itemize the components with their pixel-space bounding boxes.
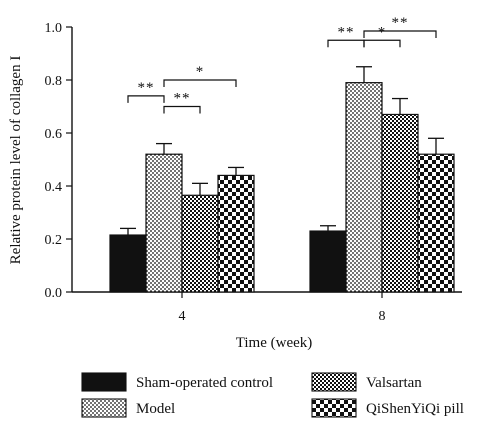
y-tick-label: 0.2 xyxy=(45,233,63,248)
significance-bracket xyxy=(163,79,237,87)
x-tick-label: 8 xyxy=(379,309,386,324)
bar xyxy=(109,234,147,293)
y-tick-label: 0.8 xyxy=(45,74,63,89)
legend: Sham-operated control Model Valsartan QiShe… xyxy=(81,372,464,418)
bar xyxy=(145,153,183,293)
plot-area: 0.00.20.40.60.81.04 8******* *** xyxy=(45,15,462,324)
significance-bracket xyxy=(163,105,201,114)
legend-label: QiShenYiQi pill xyxy=(366,401,464,417)
x-axis-title: Time (week) xyxy=(236,335,313,351)
legend-label: Model xyxy=(136,401,175,417)
legend-swatch xyxy=(81,398,127,418)
y-tick-label: 0.6 xyxy=(45,127,63,142)
significance-label: * xyxy=(378,24,387,40)
y-tick-label: 1.0 xyxy=(45,21,63,36)
significance-label: ** xyxy=(392,15,409,31)
significance-label: ** xyxy=(174,91,191,107)
y-axis-title: Relative protein level of collagen I xyxy=(8,56,24,265)
bar xyxy=(217,174,255,293)
legend-label: Sham-operated control xyxy=(136,375,273,391)
significance-bracket xyxy=(363,30,437,38)
significance-label: ** xyxy=(338,24,355,40)
bar xyxy=(181,194,219,293)
significance-bracket xyxy=(363,39,401,48)
x-tick-label: 4 xyxy=(179,309,186,324)
significance-label: * xyxy=(196,64,205,80)
bar xyxy=(417,153,455,293)
bar xyxy=(309,230,347,293)
significance-bracket xyxy=(127,95,165,103)
bar xyxy=(381,113,419,293)
legend-label: Valsartan xyxy=(366,375,422,391)
bar xyxy=(345,82,383,293)
y-tick-label: 0.0 xyxy=(45,286,63,301)
significance-bracket xyxy=(327,39,365,48)
significance-label: ** xyxy=(138,80,155,96)
legend-swatch xyxy=(311,398,357,418)
legend-swatch xyxy=(81,372,127,392)
legend-swatch xyxy=(311,372,357,392)
y-tick-label: 0.4 xyxy=(45,180,63,195)
